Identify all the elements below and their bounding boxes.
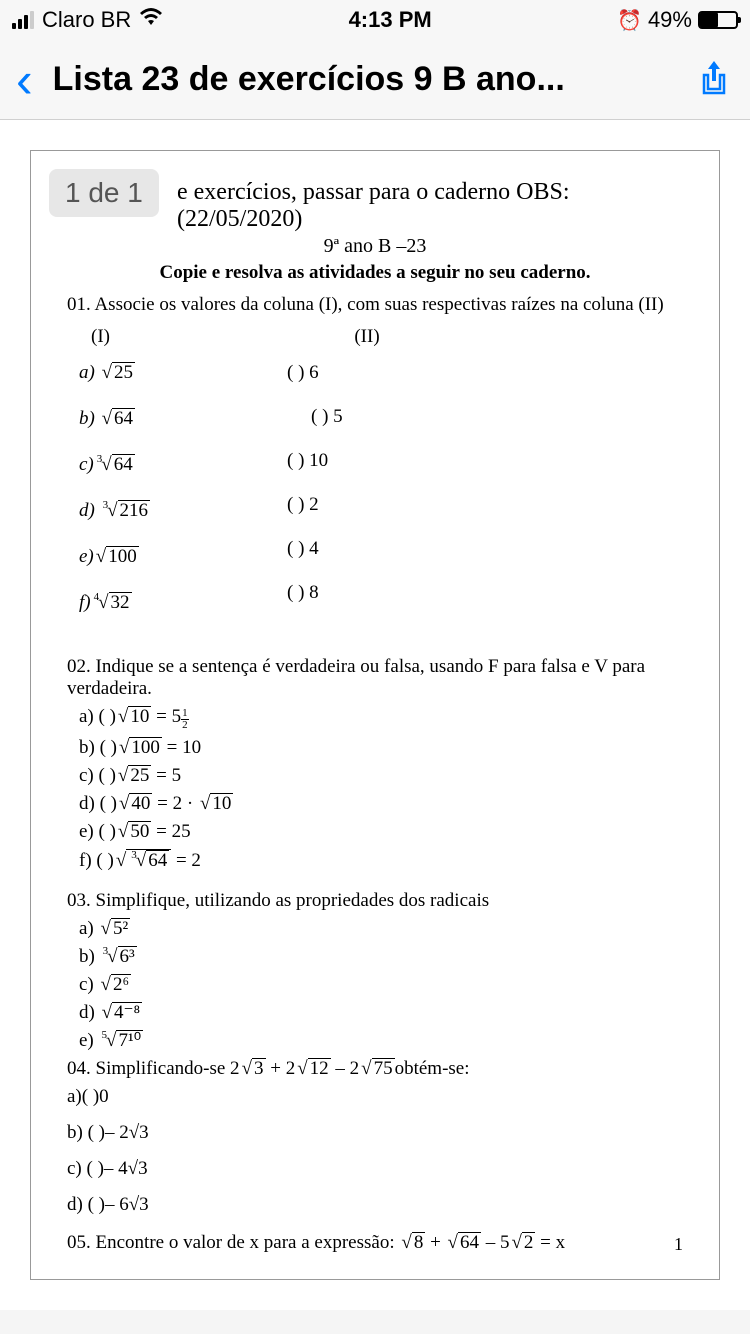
column-2: (II) ( ) 6 ( ) 5 ( ) 10 ( ) 2 ( ) 4 ( ) … bbox=[267, 326, 467, 638]
battery-icon bbox=[698, 11, 738, 29]
q1-ans-5: ( ) 4 bbox=[267, 538, 467, 560]
q2-f: f) ( )364 = 2 bbox=[67, 849, 683, 872]
q3-e: e) 57¹⁰ bbox=[67, 1030, 683, 1052]
q4-a: a)( )0 bbox=[67, 1086, 683, 1108]
q2-e: e) ( )50 = 25 bbox=[67, 821, 683, 843]
back-button[interactable]: ‹ bbox=[16, 55, 33, 105]
signal-icon bbox=[12, 11, 34, 29]
q4-c: c) ( )– 4√3 bbox=[67, 1158, 683, 1180]
status-right: ⏰ 49% bbox=[617, 7, 738, 33]
q1-item-d: d) 3216 bbox=[67, 500, 267, 522]
question-1: 01. Associe os valores da coluna (I), co… bbox=[67, 294, 683, 316]
q4-b: b) ( )– 2√3 bbox=[67, 1122, 683, 1144]
question-2: 02. Indique se a sentença é verdadeira o… bbox=[67, 656, 683, 872]
share-button[interactable] bbox=[694, 57, 734, 102]
question-4: 04. Simplificando-se 23 + 212 – 275obtém… bbox=[67, 1058, 683, 1080]
status-bar: Claro BR 4:13 PM ⏰ 49% bbox=[0, 0, 750, 40]
q1-ans-1: ( ) 6 bbox=[267, 362, 467, 384]
nav-title: Lista 23 de exercícios 9 B ano... bbox=[53, 60, 694, 99]
q2-c: c) ( )25 = 5 bbox=[67, 765, 683, 787]
q3-c: c) 2⁶ bbox=[67, 974, 683, 996]
nav-bar: ‹ Lista 23 de exercícios 9 B ano... bbox=[0, 40, 750, 120]
status-left: Claro BR bbox=[12, 7, 163, 33]
q1-columns: (I) a) 25 b) 64 c)364 d) 3216 e)100 f)43… bbox=[67, 326, 683, 638]
q1-item-a: a) 25 bbox=[67, 362, 267, 384]
wifi-icon bbox=[139, 7, 163, 33]
q3-text: 03. Simplifique, utilizando as proprieda… bbox=[67, 890, 683, 912]
q3-d: d) 4⁻⁸ bbox=[67, 1002, 683, 1024]
document-page: 1 de 1 e exercícios, passar para o cader… bbox=[30, 150, 720, 1280]
share-icon bbox=[694, 57, 734, 97]
page-indicator: 1 de 1 bbox=[49, 169, 159, 217]
column-1: (I) a) 25 b) 64 c)364 d) 3216 e)100 f)43… bbox=[67, 326, 267, 638]
q3-b: b) 36³ bbox=[67, 946, 683, 968]
alarm-icon: ⏰ bbox=[617, 8, 642, 33]
page-number: 1 bbox=[674, 1234, 683, 1255]
q2-text: 02. Indique se a sentença é verdadeira o… bbox=[67, 656, 683, 700]
q2-a: a) ( )10 = 512 bbox=[67, 706, 683, 731]
q1-ans-2: ( ) 5 bbox=[267, 406, 467, 428]
q1-ans-3: ( ) 10 bbox=[267, 450, 467, 472]
doc-header-line1: e exercícios, passar para o caderno OBS:… bbox=[177, 179, 683, 233]
battery-pct: 49% bbox=[648, 7, 692, 33]
doc-header-grade: 9ª ano B –23 bbox=[67, 235, 683, 258]
question-3: 03. Simplifique, utilizando as proprieda… bbox=[67, 890, 683, 1052]
status-time: 4:13 PM bbox=[349, 7, 432, 33]
question-5: 05. Encontre o valor de x para a express… bbox=[67, 1232, 683, 1254]
col1-header: (I) bbox=[67, 326, 267, 348]
q2-d: d) ( )40 = 2 · 10 bbox=[67, 793, 683, 815]
col2-header: (II) bbox=[267, 326, 467, 348]
q1-item-e: e)100 bbox=[67, 546, 267, 568]
q1-item-b: b) 64 bbox=[67, 408, 267, 430]
q3-a: a) 5² bbox=[67, 918, 683, 940]
document-viewer[interactable]: 1 de 1 e exercícios, passar para o cader… bbox=[0, 120, 750, 1310]
q1-ans-4: ( ) 2 bbox=[267, 494, 467, 516]
q1-item-c: c)364 bbox=[67, 454, 267, 476]
carrier-label: Claro BR bbox=[42, 7, 131, 33]
q2-b: b) ( )100 = 10 bbox=[67, 737, 683, 759]
q4-d: d) ( )– 6√3 bbox=[67, 1194, 683, 1216]
q1-item-f: f)432 bbox=[67, 592, 267, 614]
doc-header-instr: Copie e resolva as atividades a seguir n… bbox=[67, 262, 683, 284]
q1-ans-6: ( ) 8 bbox=[267, 582, 467, 604]
